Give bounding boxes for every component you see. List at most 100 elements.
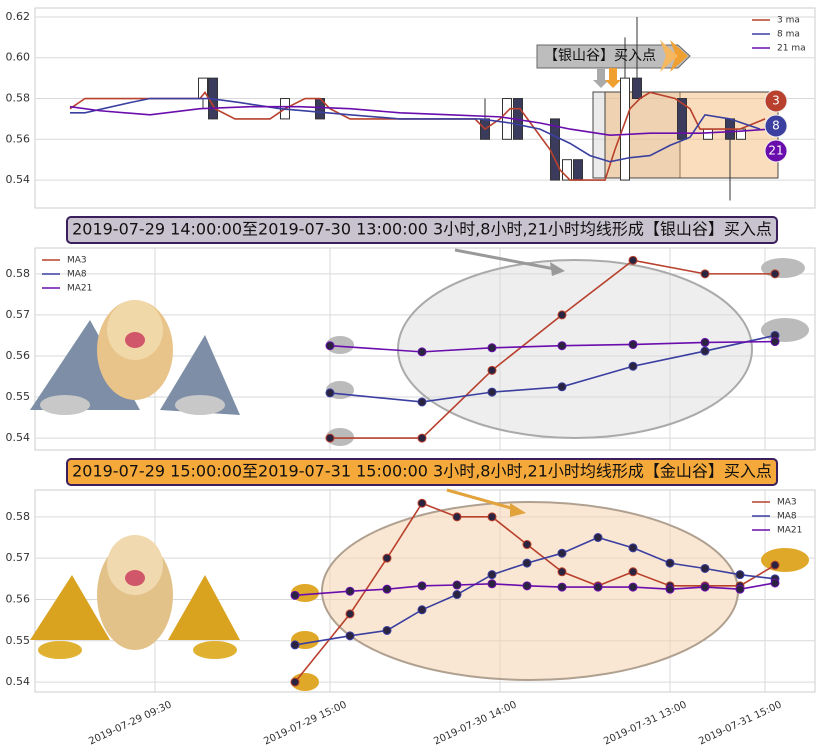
series-line bbox=[70, 97, 761, 163]
y-tick-label: 0.58 bbox=[6, 92, 31, 105]
series-point bbox=[382, 553, 392, 563]
series-point bbox=[345, 631, 355, 641]
series-point bbox=[417, 347, 427, 357]
candle-body bbox=[550, 118, 560, 181]
series-point bbox=[417, 605, 427, 615]
down-arrow bbox=[593, 68, 609, 88]
series-line bbox=[294, 582, 776, 597]
badge bbox=[764, 114, 788, 138]
y-tick-label: 0.57 bbox=[6, 551, 31, 564]
y-tick-label: 0.54 bbox=[6, 173, 31, 186]
title-banner bbox=[66, 216, 778, 244]
series-point bbox=[290, 677, 300, 687]
series-point bbox=[700, 582, 710, 592]
series-point bbox=[700, 346, 710, 356]
y-tick-label: 0.54 bbox=[6, 431, 31, 444]
series-point bbox=[452, 580, 462, 590]
series-point bbox=[325, 341, 335, 351]
series-point bbox=[770, 578, 780, 588]
series-point bbox=[487, 387, 497, 397]
pointer-arrow-head bbox=[550, 262, 565, 276]
series-point bbox=[382, 625, 392, 635]
series-line bbox=[69, 91, 766, 181]
candle-body bbox=[562, 159, 572, 181]
legend-label: 8 ma bbox=[777, 30, 800, 40]
badge bbox=[764, 89, 788, 113]
annotation-chevron bbox=[660, 40, 678, 72]
series-point bbox=[770, 269, 780, 279]
y-tick-label: 0.56 bbox=[6, 349, 31, 362]
series-point bbox=[628, 567, 638, 577]
series-point bbox=[557, 567, 567, 577]
legend-label: 3 ma bbox=[777, 16, 800, 26]
series-point bbox=[557, 382, 567, 392]
series-point bbox=[735, 584, 745, 594]
series-point bbox=[628, 582, 638, 592]
series-point bbox=[345, 586, 355, 596]
highlight-ellipse bbox=[397, 259, 753, 439]
pointer-arrow bbox=[454, 248, 561, 272]
series-point bbox=[557, 310, 567, 320]
badge-label: 8 bbox=[772, 119, 780, 133]
series-point bbox=[770, 560, 780, 570]
series-point bbox=[700, 337, 710, 347]
series-point bbox=[290, 590, 300, 600]
y-tick-label: 0.58 bbox=[6, 510, 31, 523]
candle-body bbox=[620, 77, 630, 181]
series-point bbox=[325, 433, 335, 443]
series-point bbox=[522, 581, 532, 591]
candle-body bbox=[632, 77, 642, 100]
series-point bbox=[665, 584, 675, 594]
series-point bbox=[417, 433, 427, 443]
legend-label: 21 ma bbox=[777, 44, 806, 54]
series-point bbox=[557, 341, 567, 351]
y-tick-label: 0.58 bbox=[6, 267, 31, 280]
series-point bbox=[417, 581, 427, 591]
y-tick-label: 0.55 bbox=[6, 634, 31, 647]
chart-title: 2019-07-29 15:00:00至2019-07-31 15:00:00 … bbox=[72, 462, 772, 481]
title-banner bbox=[66, 458, 778, 486]
series-point bbox=[290, 640, 300, 650]
series-point bbox=[487, 343, 497, 353]
series-line bbox=[294, 536, 776, 646]
series-point bbox=[770, 337, 780, 347]
series-point bbox=[700, 269, 710, 279]
pointer-arrow bbox=[446, 488, 519, 512]
series-line bbox=[69, 105, 771, 137]
series-point bbox=[557, 548, 567, 558]
badge bbox=[764, 139, 788, 163]
badge-label: 3 bbox=[772, 94, 780, 108]
series-point bbox=[628, 255, 638, 265]
series-point bbox=[487, 579, 497, 589]
candle-body bbox=[703, 128, 713, 140]
series-point bbox=[593, 533, 603, 543]
down-arrow bbox=[605, 68, 621, 88]
legend-label: MA21 bbox=[777, 526, 802, 536]
legend-label: MA8 bbox=[777, 512, 797, 522]
series-point bbox=[700, 563, 710, 573]
legend-label: MA3 bbox=[67, 256, 87, 266]
legend-label: MA21 bbox=[67, 284, 92, 294]
series-point bbox=[452, 512, 462, 522]
chart-title: 2019-07-29 14:00:00至2019-07-30 13:00:00 … bbox=[72, 220, 772, 239]
series-point bbox=[487, 512, 497, 522]
series-point bbox=[593, 582, 603, 592]
series-point bbox=[735, 570, 745, 580]
annotation-chevron bbox=[670, 40, 688, 72]
series-point bbox=[628, 361, 638, 371]
series-point bbox=[665, 558, 675, 568]
pointer-arrow-head bbox=[510, 503, 526, 517]
y-tick-label: 0.62 bbox=[6, 10, 31, 23]
y-tick-label: 0.57 bbox=[6, 308, 31, 321]
series-point bbox=[487, 365, 497, 375]
legend-label: MA3 bbox=[777, 498, 797, 508]
y-tick-label: 0.55 bbox=[6, 390, 31, 403]
annotation-text: 【银山谷】买入点 bbox=[544, 48, 656, 64]
series-point bbox=[487, 570, 497, 580]
series-point bbox=[557, 582, 567, 592]
series-point bbox=[325, 388, 335, 398]
y-tick-label: 0.56 bbox=[6, 592, 31, 605]
candle-body bbox=[573, 159, 583, 181]
series-point bbox=[522, 558, 532, 568]
